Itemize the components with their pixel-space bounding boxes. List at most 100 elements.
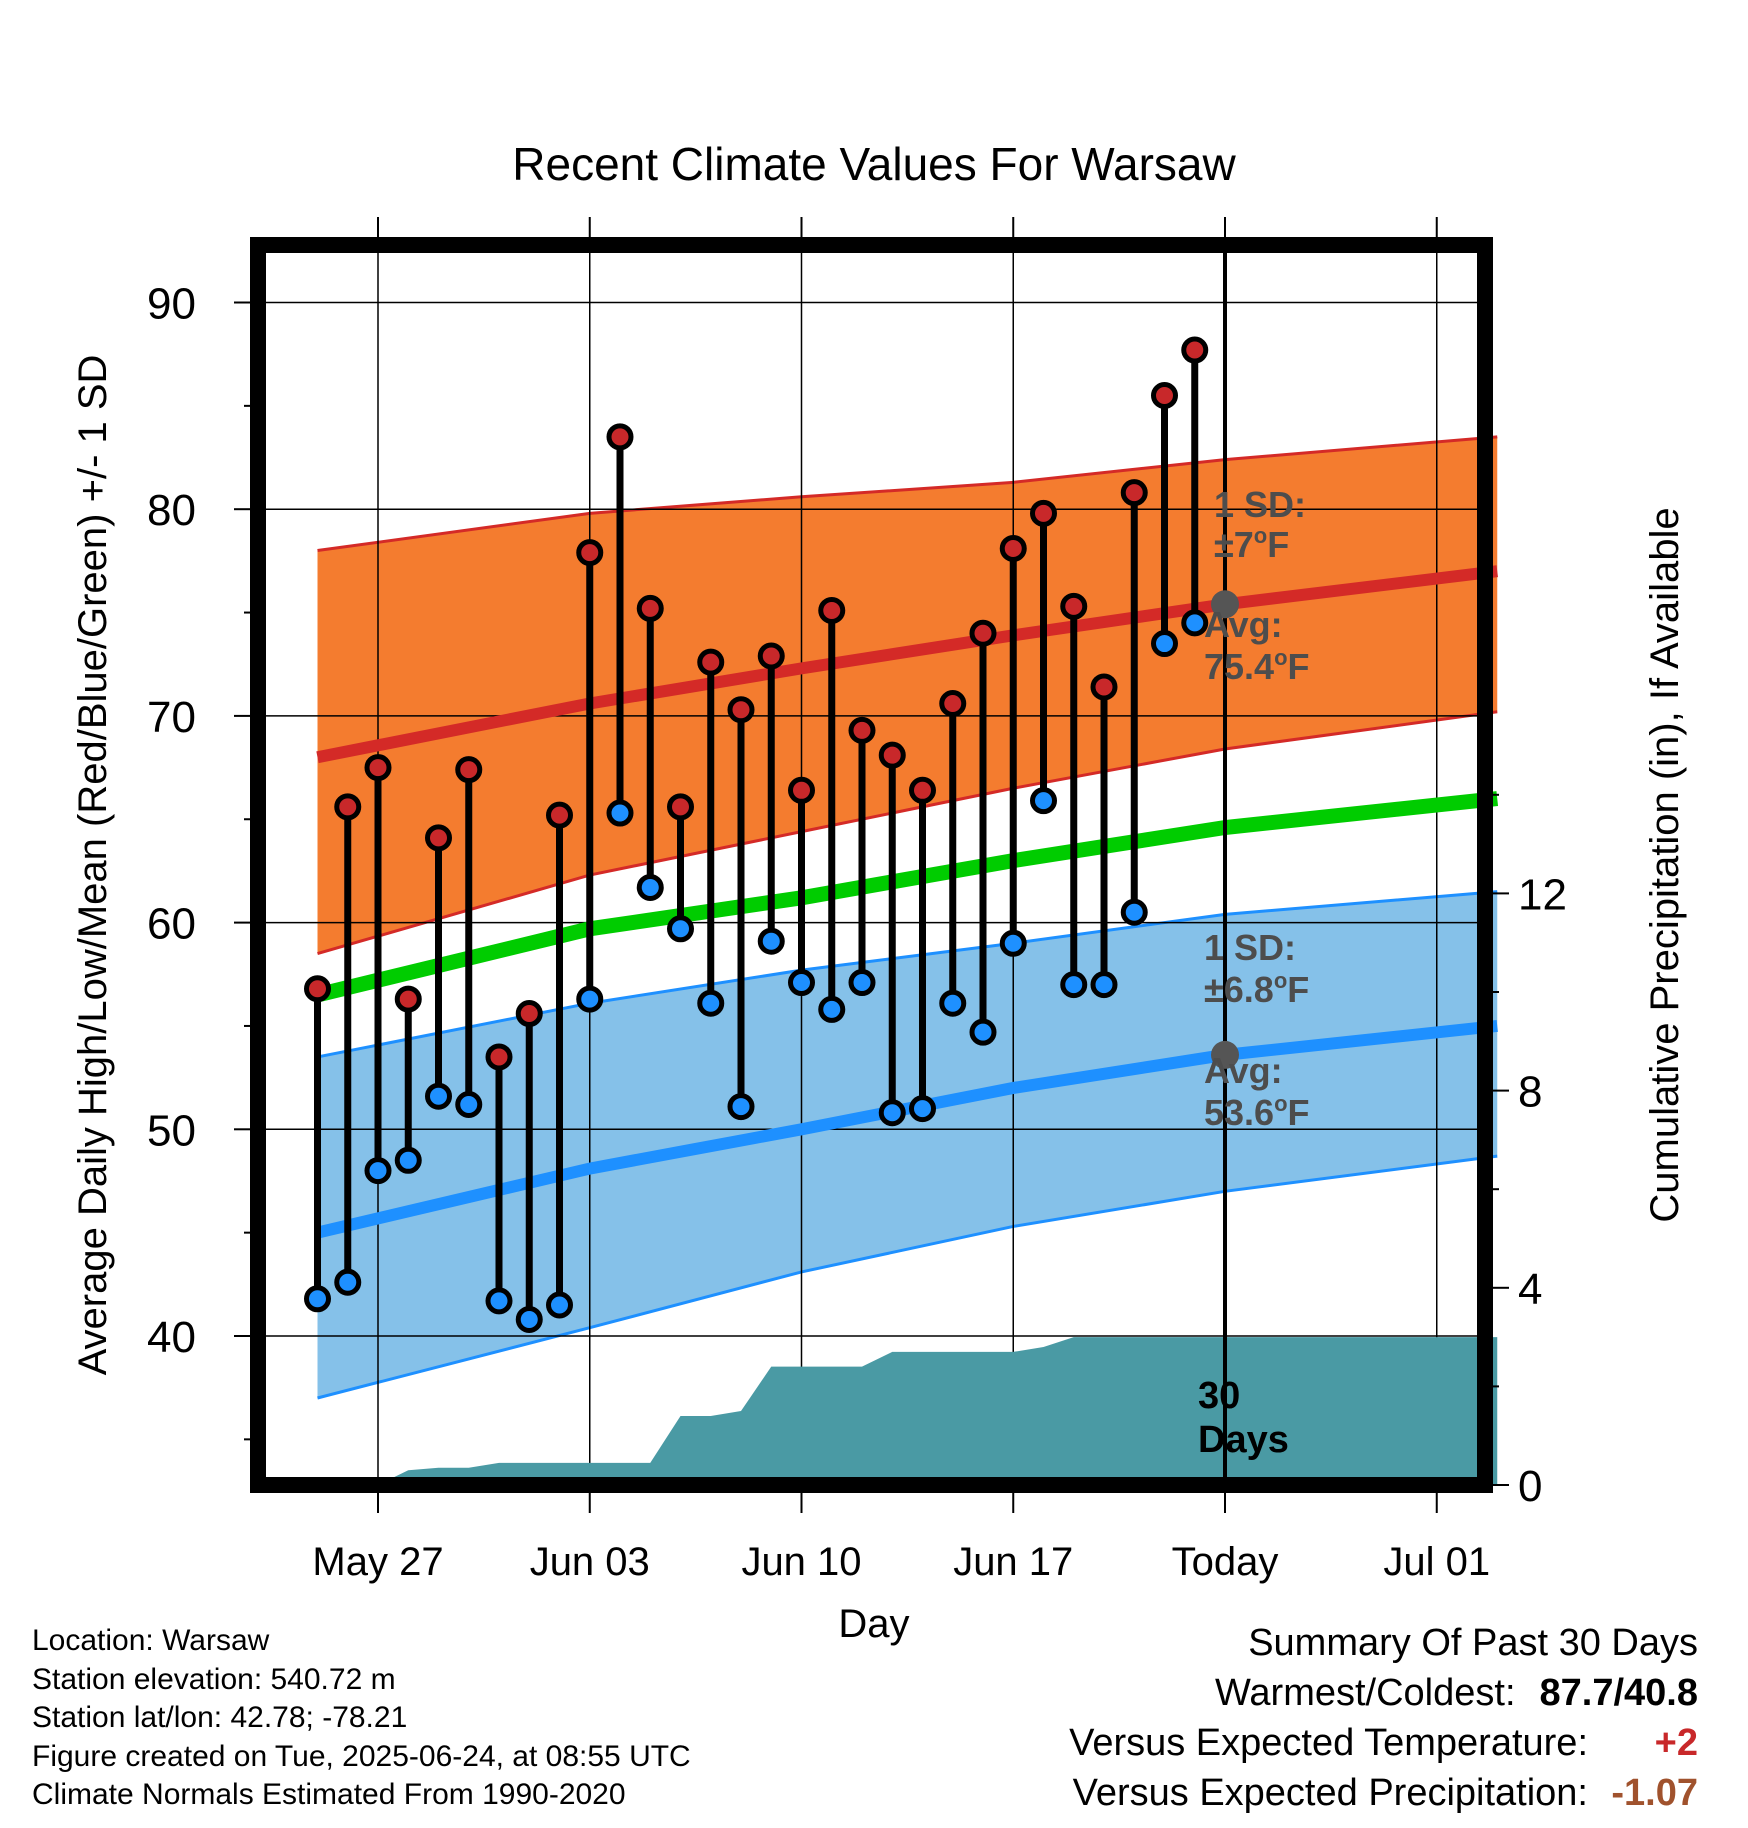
y2-tick-label: 4 [1518,1265,1542,1314]
low-point [1120,898,1148,926]
low-point [969,1018,997,1046]
axes: 40 50 60 70 80 90 0 4 8 12 May 27 Jun 03 Jun 10 Jun 1… [71,217,1687,1646]
low-point [878,1099,906,1127]
high-point [1030,499,1057,527]
normals-note-text: Climate Normals Estimated From 1990-2020 [32,1778,626,1811]
low-point [788,969,815,997]
x-tick-label: Jun 10 [741,1540,861,1584]
normal-bands [317,435,1498,1400]
low-point [485,1287,513,1315]
low-avg-label: Avg: [1204,1050,1283,1091]
precip-row: Versus Expected Precipitation: -1.07 [1069,1768,1698,1818]
precip-label: Versus Expected Precipitation: [1072,1772,1588,1814]
today-high-avg-marker [1211,590,1239,619]
high-point [636,594,664,622]
high-point [485,1043,513,1071]
y2-tick-label: 0 [1518,1462,1542,1511]
low-point [1181,609,1209,637]
high-point [606,423,634,451]
high-point [304,975,331,1003]
high-point [939,689,967,717]
low-sd-upper-edge [317,890,1498,1059]
low-point [667,915,694,943]
low-sd-value: ±6.8oF [1204,968,1309,1010]
precipitation-area [287,1337,1498,1485]
y2-axis-label: Cumulative Precipitation (in), If Availa… [1643,507,1687,1222]
y-tick-label: 40 [147,1313,196,1362]
x-tick-label: Jun 03 [530,1540,650,1584]
high-point [999,534,1027,562]
high-sd-lower-edge [317,710,1498,956]
low-point [1060,971,1088,999]
low-point [848,969,876,997]
observations [304,336,1209,1333]
plot-border [250,237,1493,1493]
x-tick-label: May 27 [312,1540,443,1584]
x-tick-label: Jul 01 [1383,1540,1490,1584]
low-point [546,1291,573,1319]
high-point [848,716,876,744]
y-tick-label: 70 [147,693,196,742]
low-point [576,985,604,1013]
high-point [425,824,452,852]
summary-panel: Summary Of Past 30 Days Warmest/Coldest:… [1069,1618,1698,1818]
low-point [697,989,725,1017]
low-point [455,1090,483,1118]
precip-days-label: Days [1198,1419,1289,1461]
temp-value: +2 [1654,1722,1698,1764]
high-point [1060,592,1088,620]
temp-label: Versus Expected Temperature: [1069,1722,1588,1764]
y-tick-label: 80 [147,486,196,535]
low-point [757,927,785,955]
low-point [334,1268,362,1296]
high-sd-value: ±7oF [1214,523,1289,565]
created-text: Figure created on Tue, 2025-06-24, at 08… [32,1739,691,1773]
low-point [515,1305,543,1333]
summary-title: Summary Of Past 30 Days [1248,1622,1698,1664]
high-point [1181,336,1209,364]
y-tick-label: 50 [147,1106,196,1155]
low-sd-label: 1 SD: [1204,927,1296,968]
low-sd-lower-edge [317,1154,1498,1400]
x-tick-label: Jun 17 [953,1540,1073,1584]
high-point [394,985,422,1013]
y-tick-label: 60 [147,900,196,949]
high-point [364,754,392,782]
low-point [364,1157,392,1185]
low-point [606,799,634,827]
high-point [727,696,755,724]
elevation-text: Station elevation: 540.72 m [32,1662,396,1696]
low-point [636,873,664,901]
low-point [909,1095,936,1123]
high-point [969,619,997,647]
y-axis-label: Average Daily High/Low/Mean (Red/Blue/Gr… [71,355,115,1376]
high-point [546,801,573,829]
warm-cold-label: Warmest/Coldest: [1214,1672,1516,1714]
low-point [939,989,967,1017]
temp-row: Versus Expected Temperature: +2 [1069,1718,1698,1768]
low-point [1090,971,1118,999]
high-point [818,596,846,624]
high-sd-band [317,436,1498,954]
precipitation-fill [287,1337,1498,1485]
low-sd-band [317,891,1498,1399]
low-point [1151,630,1178,658]
x-axis-label: Day [838,1602,909,1646]
high-point [878,741,906,769]
high-normal-line [316,565,1498,764]
high-point [334,793,362,821]
warm-cold-value: 87.7/40.8 [1539,1672,1698,1714]
low-point [394,1146,422,1174]
high-point [515,1000,543,1028]
high-point [667,793,694,821]
y-tick-label: 90 [147,280,196,329]
high-point [576,539,604,567]
low-avg-value: 53.6oF [1204,1091,1310,1133]
high-sd-upper-edge [317,435,1498,553]
today-marker [1211,245,1239,1485]
low-point [304,1285,331,1313]
high-point [757,642,785,670]
high-sd-label: 1 SD: [1214,484,1306,525]
